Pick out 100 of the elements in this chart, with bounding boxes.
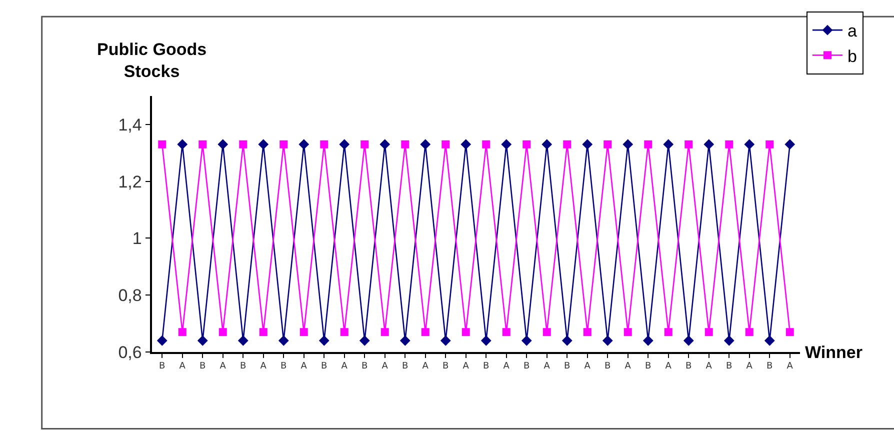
- x-tick-label: B: [200, 362, 206, 372]
- x-tick-label: B: [604, 362, 611, 372]
- y-tick-label: 0,6: [118, 342, 142, 362]
- x-tick-label: B: [159, 362, 166, 372]
- x-tick-label: B: [564, 362, 570, 372]
- point: [642, 335, 654, 346]
- point: [360, 140, 369, 148]
- point: [420, 139, 431, 150]
- x-tick-label: B: [483, 362, 490, 372]
- point: [542, 328, 551, 336]
- y-tick-label: 1,2: [118, 172, 142, 192]
- point: [280, 140, 288, 148]
- x-tick-label: A: [260, 362, 268, 372]
- point: [320, 140, 328, 148]
- x-tick-label: B: [686, 362, 692, 372]
- point: [218, 139, 228, 150]
- point: [178, 328, 186, 336]
- point: [786, 328, 794, 336]
- point: [744, 139, 755, 150]
- point: [704, 328, 713, 336]
- point: [583, 328, 592, 336]
- point: [502, 328, 510, 336]
- point: [177, 139, 188, 150]
- x-tick-label: A: [544, 362, 551, 372]
- point: [278, 335, 289, 346]
- point: [563, 140, 572, 148]
- x-tick-label: A: [462, 362, 470, 372]
- point: [298, 139, 310, 150]
- x-tick-label: A: [503, 362, 510, 372]
- point: [704, 139, 714, 150]
- point: [258, 139, 269, 150]
- x-tick-label: A: [665, 362, 672, 372]
- x-tick-label: B: [645, 362, 652, 372]
- point: [156, 335, 168, 346]
- point: [562, 335, 572, 346]
- point: [745, 328, 754, 336]
- point: [421, 328, 430, 336]
- point: [521, 335, 532, 346]
- point: [725, 140, 734, 148]
- x-tick-label: A: [382, 362, 389, 372]
- x-tick-label: B: [402, 362, 408, 372]
- point: [401, 140, 410, 148]
- y-tick-label: 1,4: [118, 115, 142, 134]
- point: [339, 139, 350, 150]
- x-tick-label: A: [220, 362, 227, 372]
- x-tick-label: A: [179, 362, 186, 372]
- y-tick-label: 1: [132, 229, 142, 248]
- point: [359, 335, 370, 346]
- point: [501, 139, 512, 150]
- point: [198, 140, 207, 148]
- point: [158, 140, 166, 148]
- point: [318, 335, 330, 346]
- point: [340, 328, 348, 336]
- y-tick-label: 0,8: [118, 286, 142, 306]
- x-tick-label: B: [766, 362, 773, 372]
- point: [239, 140, 248, 148]
- point: [462, 328, 470, 336]
- point: [442, 140, 450, 148]
- point: [664, 328, 672, 336]
- point: [724, 335, 734, 346]
- point: [683, 335, 694, 346]
- point: [400, 335, 410, 346]
- point: [522, 140, 531, 148]
- point: [300, 328, 308, 336]
- x-tick-label: B: [442, 362, 449, 372]
- x-tick-label: A: [300, 362, 308, 372]
- point: [380, 139, 390, 150]
- point: [582, 139, 593, 150]
- point: [218, 328, 227, 336]
- point: [624, 328, 632, 336]
- point: [602, 335, 613, 346]
- point: [622, 139, 634, 150]
- point: [684, 140, 693, 148]
- x-tick-label: A: [746, 362, 754, 372]
- legend-label: b: [847, 46, 857, 66]
- point: [644, 140, 652, 148]
- x-tick-label: B: [240, 362, 246, 372]
- x-axis-title: Winner: [805, 343, 863, 362]
- x-tick-label: A: [786, 362, 794, 372]
- x-tick-label: A: [422, 362, 430, 372]
- point: [766, 140, 774, 148]
- x-tick-label: A: [584, 362, 592, 372]
- point: [764, 335, 775, 346]
- x-tick-label: B: [726, 362, 732, 372]
- point: [440, 335, 451, 346]
- x-tick-label: A: [624, 362, 632, 372]
- x-tick-label: B: [524, 362, 530, 372]
- point: [604, 140, 612, 148]
- point: [663, 139, 674, 150]
- x-tick-label: A: [341, 362, 348, 372]
- point: [542, 139, 552, 150]
- point: [238, 335, 248, 346]
- point: [197, 335, 208, 346]
- x-tick-label: B: [321, 362, 328, 372]
- x-tick-label: B: [362, 362, 368, 372]
- point: [380, 328, 389, 336]
- point: [784, 139, 796, 150]
- point: [460, 139, 472, 150]
- legend-label: a: [847, 22, 858, 41]
- point: [259, 328, 268, 336]
